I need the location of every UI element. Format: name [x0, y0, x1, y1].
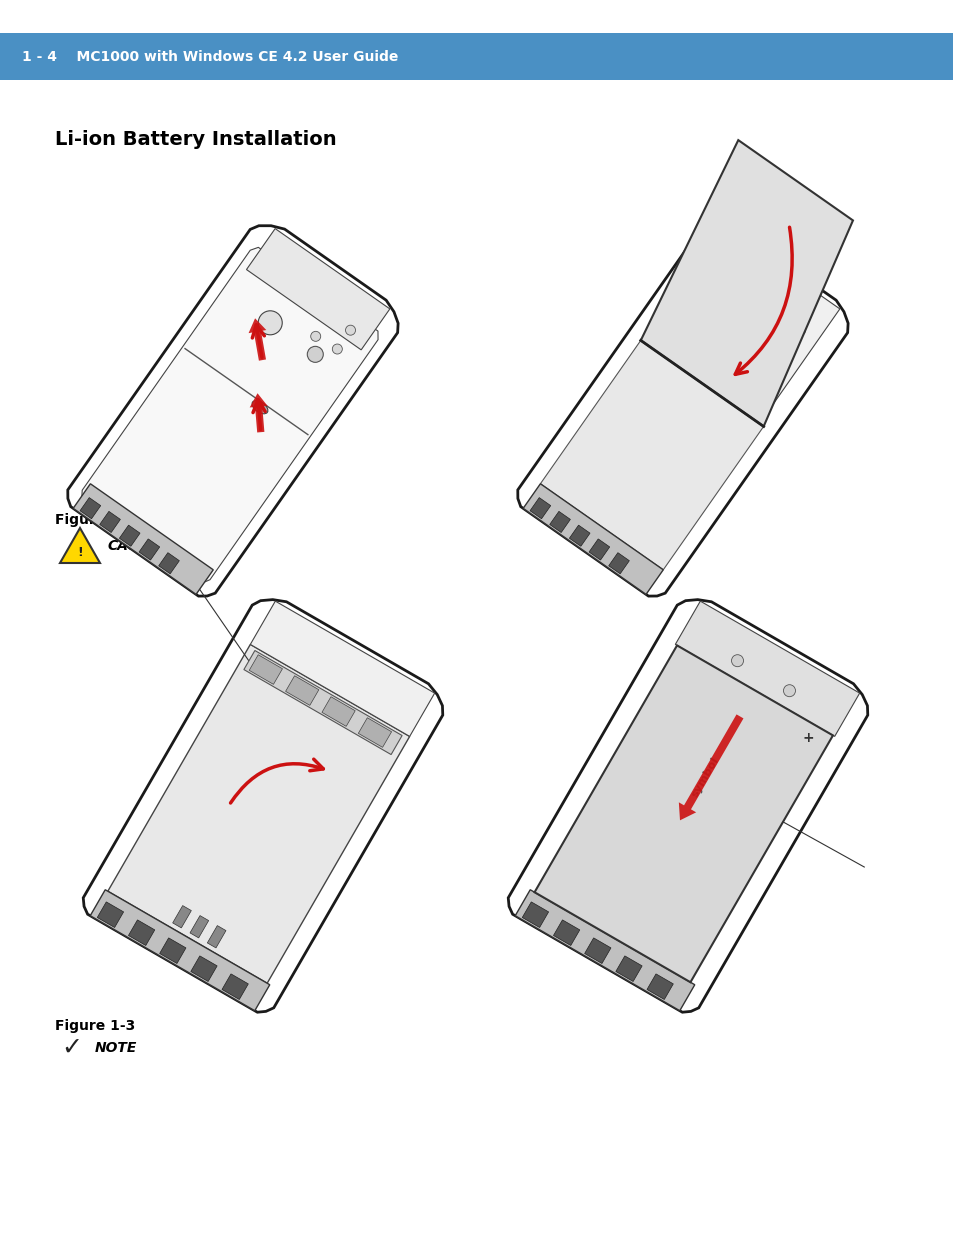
Polygon shape: [80, 498, 101, 519]
Text: ✓: ✓: [61, 1036, 82, 1060]
Polygon shape: [250, 393, 268, 432]
Polygon shape: [534, 646, 832, 982]
Circle shape: [760, 331, 770, 341]
Polygon shape: [73, 484, 213, 594]
Polygon shape: [68, 226, 397, 597]
Polygon shape: [159, 937, 186, 963]
Polygon shape: [246, 228, 390, 350]
Polygon shape: [82, 247, 377, 583]
Polygon shape: [644, 228, 839, 424]
Polygon shape: [100, 511, 120, 532]
Text: NOTE: NOTE: [95, 1041, 137, 1055]
Polygon shape: [285, 676, 318, 705]
Polygon shape: [584, 937, 610, 963]
Polygon shape: [249, 319, 266, 361]
Polygon shape: [588, 538, 609, 559]
Polygon shape: [119, 525, 140, 546]
Polygon shape: [190, 915, 209, 937]
Polygon shape: [129, 920, 154, 946]
Polygon shape: [515, 889, 694, 1010]
Polygon shape: [679, 714, 742, 820]
Polygon shape: [553, 920, 579, 946]
Circle shape: [782, 684, 795, 697]
Polygon shape: [508, 600, 867, 1013]
Polygon shape: [517, 226, 847, 597]
Polygon shape: [222, 974, 248, 999]
Circle shape: [332, 345, 342, 354]
Polygon shape: [539, 341, 762, 569]
Polygon shape: [250, 601, 435, 736]
Polygon shape: [358, 718, 391, 747]
Text: CAUTION: CAUTION: [108, 538, 177, 553]
Circle shape: [307, 346, 323, 362]
Text: Figure 1-3: Figure 1-3: [55, 1019, 135, 1032]
Circle shape: [311, 331, 320, 341]
Text: 1 - 4    MC1000 with Windows CE 4.2 User Guide: 1 - 4 MC1000 with Windows CE 4.2 User Gu…: [22, 49, 398, 64]
Polygon shape: [646, 974, 673, 999]
Circle shape: [781, 345, 792, 354]
Polygon shape: [549, 511, 570, 532]
Polygon shape: [158, 553, 179, 574]
Polygon shape: [139, 538, 159, 559]
Polygon shape: [244, 651, 402, 755]
Polygon shape: [675, 601, 859, 736]
Polygon shape: [91, 889, 270, 1010]
Polygon shape: [569, 525, 589, 546]
Circle shape: [258, 311, 282, 335]
Polygon shape: [60, 529, 100, 563]
Circle shape: [345, 325, 355, 335]
Polygon shape: [616, 956, 641, 982]
Polygon shape: [207, 925, 226, 948]
Polygon shape: [608, 553, 629, 574]
Circle shape: [731, 655, 742, 667]
Circle shape: [795, 325, 804, 335]
Text: Li-ion Battery Installation: Li-ion Battery Installation: [55, 130, 336, 148]
Bar: [0, 33, 953, 80]
Polygon shape: [249, 655, 282, 684]
Text: !: !: [77, 547, 83, 559]
Polygon shape: [108, 645, 409, 983]
Polygon shape: [83, 600, 442, 1013]
Polygon shape: [522, 484, 662, 594]
Polygon shape: [530, 498, 550, 519]
Ellipse shape: [252, 400, 268, 414]
Polygon shape: [191, 956, 217, 982]
Polygon shape: [640, 140, 852, 426]
Polygon shape: [521, 902, 548, 927]
Polygon shape: [321, 697, 355, 726]
Text: Figure 1-2: Figure 1-2: [55, 513, 135, 527]
Polygon shape: [97, 902, 124, 927]
Text: symbol: symbol: [689, 755, 720, 799]
Text: +: +: [801, 731, 813, 746]
Polygon shape: [172, 905, 192, 927]
